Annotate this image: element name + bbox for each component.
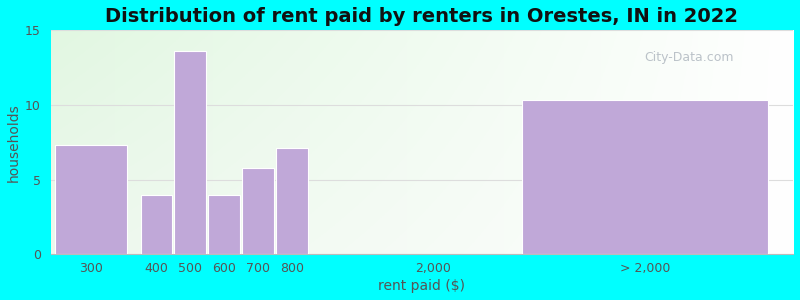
Bar: [141, 194, 172, 254]
Text: City-Data.com: City-Data.com: [645, 51, 734, 64]
Bar: [174, 51, 206, 254]
Title: Distribution of rent paid by renters in Orestes, IN in 2022: Distribution of rent paid by renters in …: [106, 7, 738, 26]
Bar: [208, 194, 240, 254]
Bar: [242, 168, 274, 254]
Y-axis label: households: households: [7, 103, 21, 182]
X-axis label: rent paid ($): rent paid ($): [378, 279, 466, 293]
Bar: [276, 148, 308, 254]
Bar: [522, 100, 768, 254]
Bar: [55, 145, 127, 254]
